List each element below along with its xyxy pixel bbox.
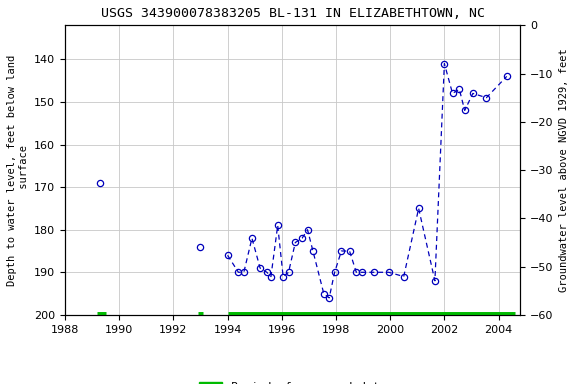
Y-axis label: Groundwater level above NGVD 1929, feet: Groundwater level above NGVD 1929, feet (559, 48, 569, 292)
Y-axis label: Depth to water level, feet below land
 surface: Depth to water level, feet below land su… (7, 55, 29, 286)
Legend: Period of approved data: Period of approved data (195, 377, 390, 384)
Title: USGS 343900078383205 BL-131 IN ELIZABETHTOWN, NC: USGS 343900078383205 BL-131 IN ELIZABETH… (101, 7, 484, 20)
